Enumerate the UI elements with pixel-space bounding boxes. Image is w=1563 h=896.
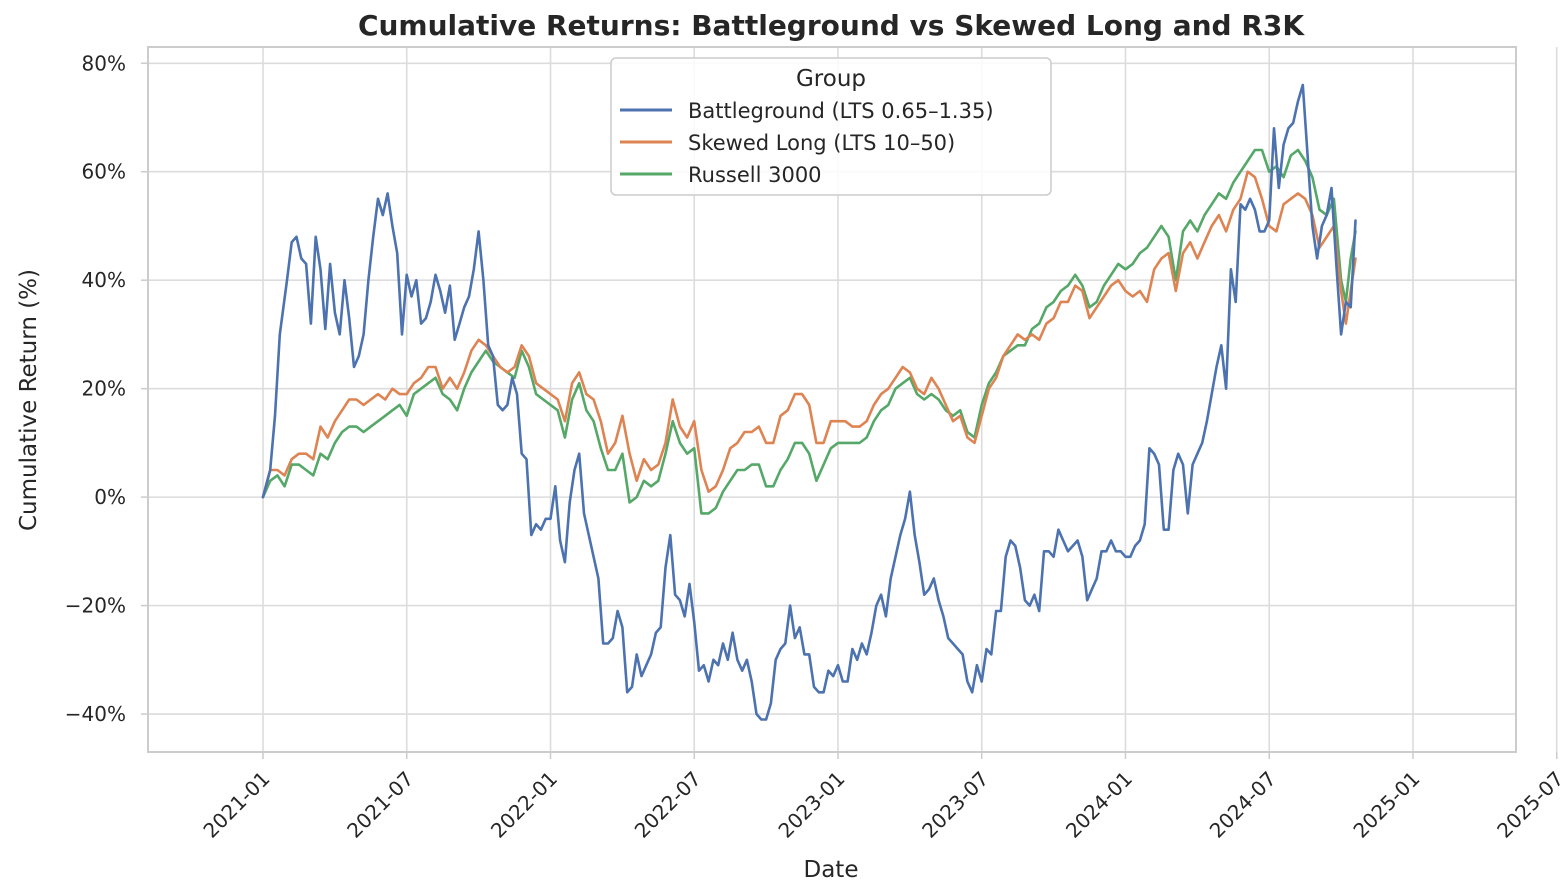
x-tick-labels: 2021-01 2021-07 2022-01 2022-07 2023-01 2023-… xyxy=(198,752,1563,843)
y-tick-labels: −40% −20% 0% 20% 40% 60% 80% xyxy=(65,51,148,726)
y-tick-label: 20% xyxy=(82,377,126,401)
legend-entry-battleground: Battleground (LTS 0.65–1.35) xyxy=(688,99,994,123)
y-tick-label: 0% xyxy=(94,485,126,509)
plot-frame xyxy=(147,46,1517,753)
x-axis-label: Date xyxy=(804,857,859,883)
legend-box xyxy=(610,57,1052,196)
y-tick-label: 40% xyxy=(82,268,126,292)
y-tick-label: −40% xyxy=(65,702,126,726)
y-axis-label: Cumulative Return (%) xyxy=(16,269,42,531)
chart-title: Cumulative Returns: Battleground vs Skew… xyxy=(358,9,1305,42)
x-tick-label: 2021-07 xyxy=(342,767,418,843)
series-layer xyxy=(261,83,1357,721)
legend-entry-skewed-long: Skewed Long (LTS 10–50) xyxy=(688,131,955,155)
x-tick-label: 2023-07 xyxy=(917,767,993,843)
series-line-russell-3000 xyxy=(261,148,1357,515)
series-line-battleground xyxy=(261,83,1357,721)
x-tick-label: 2025-01 xyxy=(1348,767,1424,843)
legend-title: Group xyxy=(796,66,866,92)
x-tick-label: 2023-01 xyxy=(773,767,849,843)
x-tick-label: 2025-07 xyxy=(1492,767,1563,843)
legend: Group Battleground (LTS 0.65–1.35) Skewe… xyxy=(610,57,1052,196)
x-tick-label: 2021-01 xyxy=(198,767,274,843)
y-tick-label: 60% xyxy=(82,160,126,184)
x-tick-label: 2024-07 xyxy=(1205,767,1281,843)
legend-entry-russell-3000: Russell 3000 xyxy=(688,163,822,187)
y-tick-label: −20% xyxy=(65,594,126,618)
series-line-skewed-long xyxy=(261,170,1357,499)
x-tick-label: 2022-01 xyxy=(486,767,562,843)
y-tick-label: 80% xyxy=(82,51,126,75)
x-tick-label: 2024-01 xyxy=(1061,767,1137,843)
x-tick-label: 2022-07 xyxy=(630,767,706,843)
